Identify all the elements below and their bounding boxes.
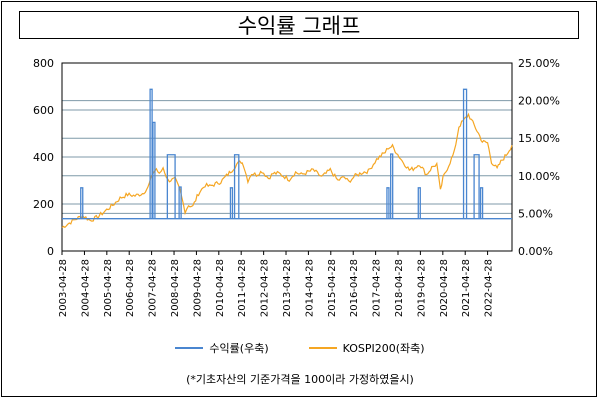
x-tick-label: 2008-04-28 [170, 259, 181, 317]
x-tick-label: 2004-04-28 [80, 259, 91, 317]
right-axis: 0.00% 5.00% 10.00% 15.00% 20.00% 25.00% [518, 57, 560, 258]
left-tick-label: 800 [33, 57, 54, 70]
x-tick-label: 2005-04-28 [103, 259, 114, 317]
x-tick-label: 2022-04-28 [484, 259, 495, 317]
left-tick-label: 400 [33, 151, 54, 164]
x-tick-label: 2006-04-28 [125, 259, 136, 317]
legend-item-kospi: KOSPI200(좌축) [308, 340, 425, 356]
series-spike-return [152, 121, 156, 219]
footnote: (*기초자산의 기준가격을 100이라 가정하였을시) [186, 373, 414, 386]
series-spike-return [149, 88, 153, 219]
x-tick-label: 2007-04-28 [148, 259, 159, 317]
right-tick-label: 10.00% [518, 170, 560, 183]
left-tick-label: 600 [33, 104, 54, 117]
x-tick-label: 2019-04-28 [416, 259, 427, 317]
legend-label-return: 수익률(우축) [209, 342, 269, 355]
series-spike-return [479, 187, 484, 219]
series-line-kospi200 [61, 112, 513, 229]
right-tick-label: 0.00% [518, 245, 553, 258]
series-spike-return [390, 153, 394, 219]
x-tick-label: 2013-04-28 [282, 259, 293, 317]
plot-area [61, 62, 513, 252]
right-tick-label: 20.00% [518, 95, 560, 108]
x-tick-label: 2020-04-28 [439, 259, 450, 317]
legend-label-kospi: KOSPI200(좌축) [342, 342, 425, 355]
right-tick-label: 15.00% [518, 132, 560, 145]
series-layer [61, 88, 513, 229]
x-tick-label: 2010-04-28 [215, 259, 226, 317]
legend-swatch-return [175, 347, 204, 349]
x-tick-label: 2018-04-28 [394, 259, 405, 317]
series-spike-return [229, 187, 234, 219]
chart-plot: 0 200 400 600 800 0.00% 5.00% 10.00% 15.00% 20.0… [33, 57, 560, 317]
series-spike-return [462, 88, 468, 219]
x-tick-label: 2012-04-28 [260, 259, 271, 317]
x-tick-label: 2011-04-28 [237, 259, 248, 317]
x-tick-label: 2021-04-28 [461, 259, 472, 317]
series-spike-return [166, 154, 176, 219]
x-tick-label: 2003-04-28 [58, 259, 69, 317]
left-tick-label: 200 [33, 198, 54, 211]
x-tick-label: 2014-04-28 [304, 259, 315, 317]
x-tick-label: 2009-04-28 [192, 259, 203, 317]
x-tick-label: 2016-04-28 [349, 259, 360, 317]
series-spike-return [178, 186, 182, 219]
right-tick-label: 25.00% [518, 57, 560, 70]
legend-item-return: 수익률(우축) [175, 340, 269, 356]
x-tick-label: 2017-04-28 [372, 259, 383, 317]
left-tick-label: 0 [47, 245, 54, 258]
legend-swatch-kospi [308, 347, 337, 349]
series-spike-return [233, 154, 240, 219]
series-spike-return [386, 187, 390, 219]
series-spike-return [80, 187, 84, 219]
legend: 수익률(우축) KOSPI200(좌축) [0, 340, 600, 356]
x-tick-label: 2015-04-28 [327, 259, 338, 317]
series-spike-return [473, 154, 480, 219]
grid-lines [62, 100, 512, 214]
right-tick-label: 5.00% [518, 207, 553, 220]
series-spike-return [417, 187, 421, 219]
x-axis: 2003-04-28 2004-04-28 2005-04-28 2006-04-28… [58, 251, 495, 317]
left-axis: 0 200 400 600 800 [33, 57, 54, 258]
chart-title: 수익률 그래프 [19, 11, 579, 39]
